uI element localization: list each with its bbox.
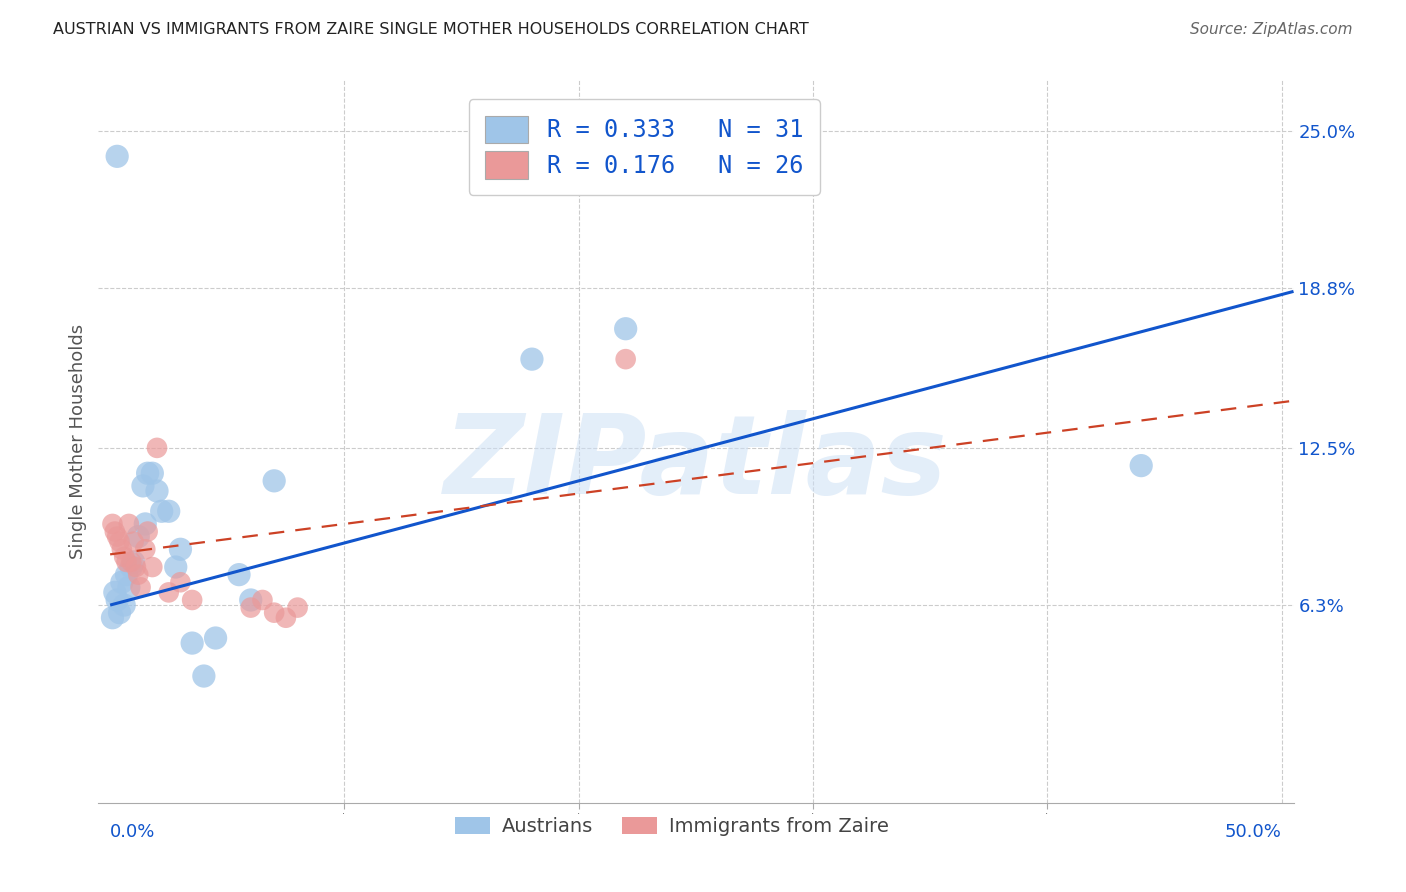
Point xyxy=(111,542,134,557)
Text: Source: ZipAtlas.com: Source: ZipAtlas.com xyxy=(1189,22,1353,37)
Point xyxy=(129,580,152,594)
Point xyxy=(165,560,187,574)
Point xyxy=(104,585,127,599)
Point xyxy=(120,555,142,569)
Point xyxy=(104,524,127,539)
Point xyxy=(115,567,138,582)
Point xyxy=(127,530,149,544)
Point xyxy=(181,636,204,650)
Point xyxy=(122,534,145,549)
Point xyxy=(101,516,124,531)
Point xyxy=(141,560,163,574)
Point xyxy=(132,479,155,493)
Point xyxy=(120,560,142,574)
Point xyxy=(125,560,148,574)
Point xyxy=(118,516,141,531)
Point xyxy=(122,555,145,569)
Point xyxy=(274,611,297,625)
Text: ZIPatlas: ZIPatlas xyxy=(444,409,948,516)
Point xyxy=(228,567,250,582)
Text: 50.0%: 50.0% xyxy=(1225,823,1282,841)
Point xyxy=(709,136,731,151)
Point xyxy=(239,600,262,615)
Point xyxy=(108,606,131,620)
Point xyxy=(112,549,135,564)
Point xyxy=(118,580,141,594)
Point xyxy=(263,474,285,488)
Point xyxy=(204,631,226,645)
Point xyxy=(169,542,191,557)
Point xyxy=(181,593,204,607)
Y-axis label: Single Mother Households: Single Mother Households xyxy=(69,324,87,559)
Point xyxy=(127,567,149,582)
Point xyxy=(111,575,134,590)
Point xyxy=(263,606,285,620)
Text: 0.0%: 0.0% xyxy=(110,823,156,841)
Point xyxy=(239,593,262,607)
Point xyxy=(105,149,128,163)
Point xyxy=(146,441,169,455)
Point xyxy=(252,593,274,607)
Point xyxy=(520,352,543,367)
Point xyxy=(108,534,131,549)
Point xyxy=(1130,458,1153,473)
Point xyxy=(193,669,215,683)
Point xyxy=(614,322,637,336)
Point xyxy=(146,483,169,498)
Point xyxy=(112,598,135,612)
Point xyxy=(157,585,180,599)
Point xyxy=(136,467,159,481)
Point xyxy=(101,611,124,625)
Point xyxy=(157,504,180,518)
Text: AUSTRIAN VS IMMIGRANTS FROM ZAIRE SINGLE MOTHER HOUSEHOLDS CORRELATION CHART: AUSTRIAN VS IMMIGRANTS FROM ZAIRE SINGLE… xyxy=(53,22,810,37)
Point xyxy=(105,530,128,544)
Point xyxy=(134,516,156,531)
Point xyxy=(287,600,309,615)
Point xyxy=(150,504,173,518)
Point xyxy=(141,467,163,481)
Point xyxy=(134,542,156,557)
Legend: Austrians, Immigrants from Zaire: Austrians, Immigrants from Zaire xyxy=(447,809,897,844)
Point xyxy=(136,524,159,539)
Point xyxy=(105,593,128,607)
Point xyxy=(169,575,191,590)
Point xyxy=(614,352,637,367)
Point xyxy=(115,555,138,569)
